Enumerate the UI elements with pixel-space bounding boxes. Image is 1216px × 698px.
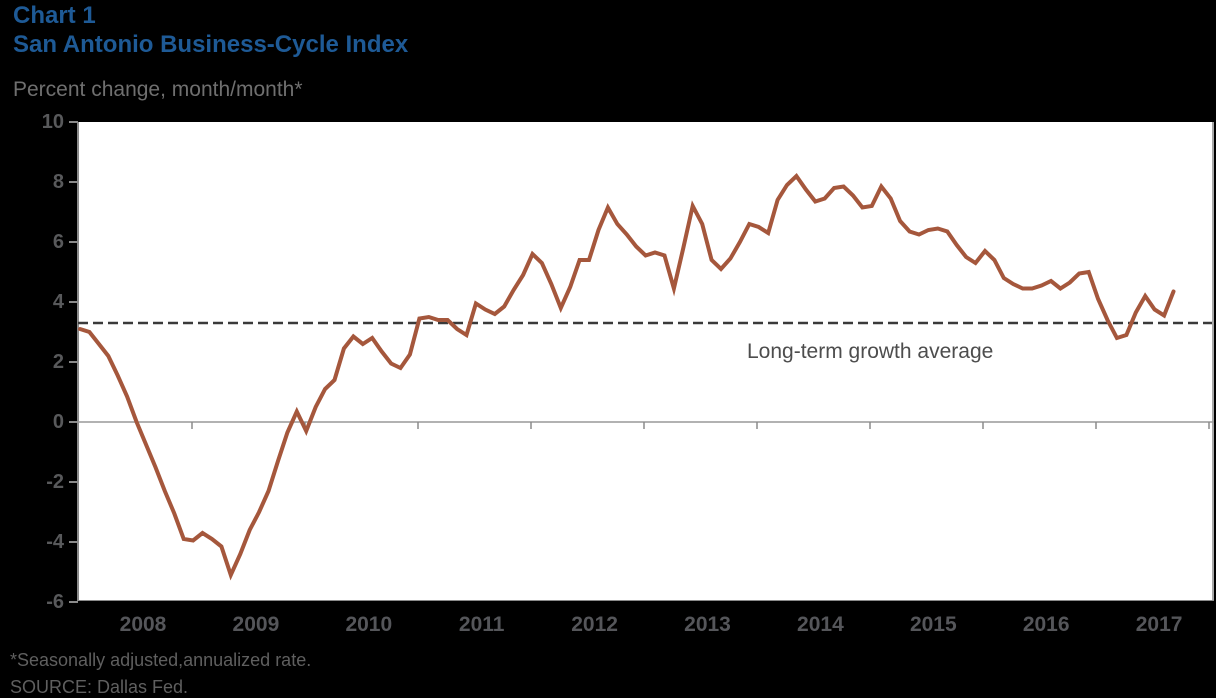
- y-axis-label: 0: [52, 411, 64, 433]
- x-axis-year-label: 2012: [571, 613, 618, 636]
- x-axis-year-label: 2014: [797, 613, 844, 636]
- y-axis-label: -6: [46, 591, 64, 613]
- y-axis-label: 10: [41, 111, 64, 133]
- y-axis-unit-note: Percent change, month/month*: [13, 78, 303, 101]
- footnote-seasonal-adjustment: *Seasonally adjusted,annualized rate.: [10, 650, 312, 670]
- y-axis-label: -4: [46, 531, 64, 553]
- footnote-source: SOURCE: Dallas Fed.: [10, 677, 189, 697]
- plot-area: [77, 122, 1214, 601]
- x-axis-year-label: 2010: [345, 613, 393, 636]
- x-axis-year-label: 2009: [232, 613, 280, 636]
- reference-line-label: Long-term growth average: [747, 340, 994, 363]
- x-axis-year-label: 2013: [684, 613, 731, 636]
- x-axis-year-label: 2016: [1022, 613, 1070, 636]
- y-axis-label: 2: [52, 351, 64, 373]
- chart-number-label: Chart 1: [13, 2, 96, 29]
- x-axis-year-label: 2008: [119, 613, 167, 636]
- y-axis-label: 4: [52, 291, 64, 313]
- y-axis-label: -2: [46, 471, 64, 493]
- x-axis-year-label: 2017: [1135, 613, 1183, 636]
- data-line-series: [78, 172, 1176, 581]
- x-axis-year-label: 2015: [909, 613, 957, 636]
- y-axis-label: 8: [52, 171, 64, 193]
- page-title: San Antonio Business-Cycle Index: [13, 31, 409, 58]
- x-axis-year-label: 2011: [458, 613, 505, 636]
- y-axis-label: 6: [52, 231, 64, 253]
